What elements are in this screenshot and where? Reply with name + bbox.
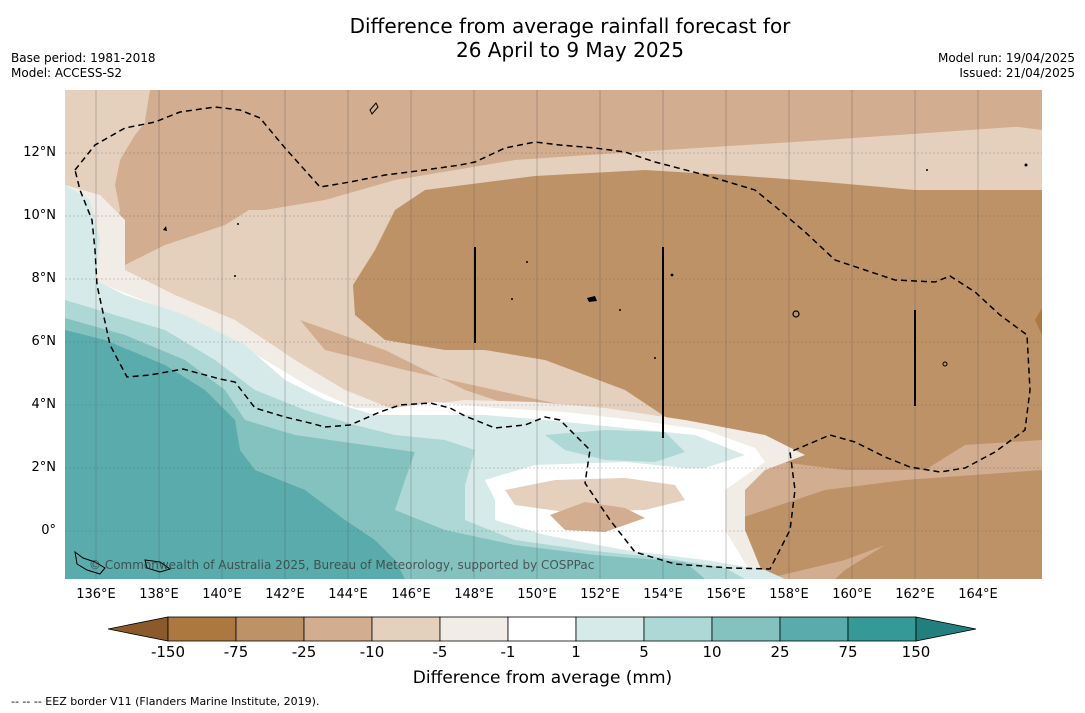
- copyright-notice: © Commonwealth of Australia 2025, Bureau…: [89, 558, 595, 572]
- cb-tick-150: 150: [901, 643, 931, 661]
- island-dot-9: [654, 357, 656, 359]
- lon-label-150e: 150°E: [517, 587, 557, 602]
- island-dot-1: [234, 275, 236, 277]
- colorbar-segment: [303, 616, 373, 642]
- map-title: Difference from average rainfall forecas…: [0, 14, 1085, 62]
- island-dot-3: [526, 261, 528, 263]
- model-name: Model: ACCESS-S2: [11, 66, 123, 80]
- lon-label-162e: 162°E: [895, 587, 935, 602]
- colorbar-segment: [439, 616, 509, 642]
- colorbar-segment: [235, 616, 305, 642]
- lon-label-152e: 152°E: [580, 587, 620, 602]
- colorbar-segment: [847, 616, 917, 642]
- band-medium-tan-main: [145, 90, 1042, 210]
- lon-label-158e: 158°E: [769, 587, 809, 602]
- lat-label-10n: 10°N: [23, 208, 56, 223]
- cb-tick-10: 10: [702, 643, 722, 661]
- lon-label-136e: 136°E: [76, 587, 116, 602]
- band-dark-tan: [353, 170, 1042, 470]
- cb-tick-neg10: -10: [359, 643, 385, 661]
- colorbar-arrow-max: [915, 616, 977, 642]
- colorbar-segment: [575, 616, 645, 642]
- colorbar: [108, 616, 977, 642]
- lat-label-0: 0°: [41, 523, 56, 538]
- band-inner-pocket-tan-2: [550, 502, 645, 532]
- map-canvas: [65, 90, 1042, 579]
- lon-label-154e: 154°E: [643, 587, 683, 602]
- colorbar-title: Difference from average (mm): [412, 668, 673, 688]
- lon-label-148e: 148°E: [454, 587, 494, 602]
- lat-label-12n: 12°N: [23, 145, 56, 160]
- cb-tick-neg150: -150: [150, 643, 186, 661]
- gridlines: [65, 90, 1042, 579]
- lon-label-160e: 160°E: [832, 587, 872, 602]
- colorbar-segment: [371, 616, 441, 642]
- eez-border: [74, 106, 1031, 570]
- lon-label-146e: 146°E: [391, 587, 431, 602]
- island-pohnpei: [792, 310, 800, 318]
- cb-tick-neg1: -1: [500, 643, 516, 661]
- island-dot-2: [237, 223, 239, 225]
- colorbar-segment: [167, 616, 237, 642]
- eez-footnote: -- -- -- EEZ border V11 (Flanders Marine…: [11, 695, 320, 708]
- lon-label-164e: 164°E: [958, 587, 998, 602]
- island-dot-4: [511, 298, 513, 300]
- model-run: Model run: 19/04/2025: [937, 51, 1075, 65]
- colorbar-segment: [507, 616, 577, 642]
- island-png-coast: [74, 550, 106, 575]
- band-upper-pocket: [545, 430, 685, 462]
- lat-label-8n: 8°N: [31, 271, 57, 286]
- cb-tick-neg25: -25: [291, 643, 317, 661]
- lat-label-4n: 4°N: [31, 397, 57, 412]
- lon-label-140e: 140°E: [202, 587, 242, 602]
- band-dark-tan-e: [735, 470, 1042, 579]
- island-dot-8: [926, 169, 928, 171]
- cb-tick-neg75: -75: [223, 643, 249, 661]
- band-darkest-tan: [1035, 308, 1042, 335]
- island-kosrae: [942, 361, 948, 367]
- cb-tick-1: 1: [571, 643, 581, 661]
- island-guam: [369, 102, 379, 115]
- island-dot-7: [1024, 163, 1028, 167]
- cb-tick-neg5: -5: [432, 643, 448, 661]
- title-line-2: 26 April to 9 May 2025: [456, 38, 684, 62]
- lon-label-138e: 138°E: [139, 587, 179, 602]
- island-yap: [163, 226, 167, 231]
- lat-label-6n: 6°N: [31, 334, 57, 349]
- issued-date: Issued: 21/04/2025: [959, 66, 1075, 80]
- meta-right: Model run: 19/04/2025 Issued: 21/04/2025: [938, 51, 1075, 81]
- lat-label-2n: 2°N: [31, 460, 57, 475]
- lon-label-144e: 144°E: [328, 587, 368, 602]
- island-dot-6: [619, 309, 621, 311]
- island-dot-5: [670, 273, 674, 277]
- lon-label-142e: 142°E: [265, 587, 305, 602]
- meta-left: Base period: 1981-2018 Model: ACCESS-S2: [11, 51, 156, 81]
- cb-tick-75: 75: [838, 643, 858, 661]
- colorbar-segment: [711, 616, 781, 642]
- band-inner-pocket-tan: [505, 478, 685, 512]
- colorbar-segment: [779, 616, 849, 642]
- title-line-1: Difference from average rainfall forecas…: [349, 14, 791, 38]
- island-chuuk: [587, 296, 597, 302]
- base-period: Base period: 1981-2018: [11, 51, 156, 65]
- band-dark-tan-se: [835, 520, 1042, 579]
- colorbar-segment: [643, 616, 713, 642]
- lon-label-156e: 156°E: [706, 587, 746, 602]
- colorbar-arrow-min: [108, 616, 169, 642]
- cb-tick-25: 25: [770, 643, 790, 661]
- island-png-coast-2: [144, 559, 172, 573]
- cb-tick-5: 5: [639, 643, 649, 661]
- band-teal: [65, 330, 405, 579]
- rainfall-map[interactable]: © Commonwealth of Australia 2025, Bureau…: [65, 90, 1042, 579]
